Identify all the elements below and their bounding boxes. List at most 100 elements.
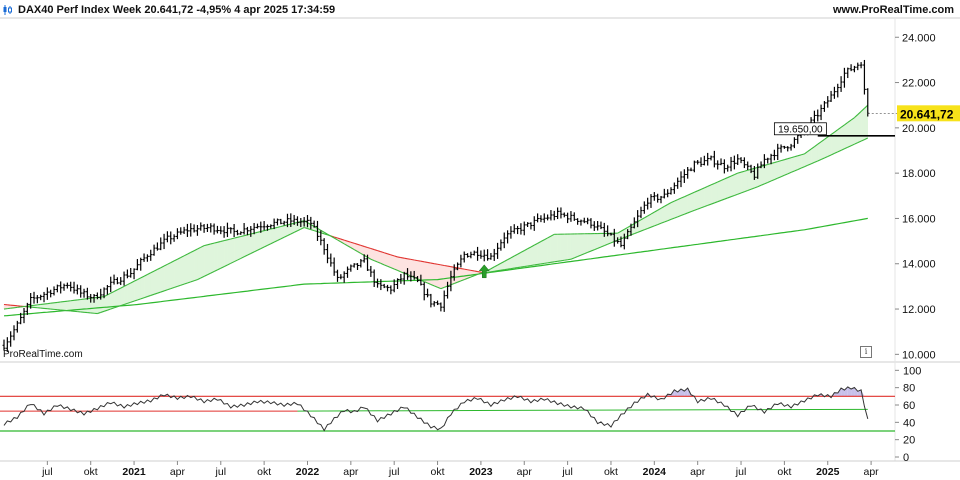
ma-fill-segment bbox=[190, 250, 195, 283]
price-bar bbox=[646, 197, 650, 210]
x-tick-label: 2021 bbox=[122, 466, 146, 478]
ma-long-segment bbox=[103, 309, 108, 312]
ma-long-segment bbox=[797, 167, 802, 171]
ma-long-segment bbox=[357, 243, 362, 246]
price-bar bbox=[65, 282, 69, 289]
ma-short-segment bbox=[814, 143, 819, 148]
x-tick-label: okt bbox=[431, 466, 445, 478]
x-tick-label: 2023 bbox=[469, 466, 493, 478]
ma-fill-segment bbox=[664, 204, 668, 223]
price-bar bbox=[749, 164, 753, 174]
ma-slow-line bbox=[3, 217, 868, 317]
ma-short-segment bbox=[490, 266, 495, 270]
ma-fill-segment bbox=[594, 233, 598, 251]
ma-long-segment bbox=[243, 254, 248, 258]
price-bar bbox=[262, 221, 266, 231]
price-bar bbox=[49, 289, 53, 298]
ma-fill-segment bbox=[117, 287, 121, 308]
price-bar bbox=[552, 210, 556, 221]
price-bar bbox=[776, 143, 780, 161]
ma-long-segment bbox=[524, 265, 528, 268]
ma-long-segment bbox=[260, 246, 265, 250]
ma-long-segment bbox=[374, 249, 378, 252]
ma-fill-segment bbox=[564, 233, 568, 261]
ma-fill-segment bbox=[740, 170, 745, 194]
price-bar bbox=[759, 161, 763, 169]
x-tick-label: jul bbox=[735, 466, 747, 478]
x-tick-label: apr bbox=[343, 466, 359, 478]
ma-short-segment bbox=[777, 160, 782, 163]
ma-long-segment bbox=[434, 263, 438, 265]
ma-fill-segment bbox=[187, 252, 192, 284]
ma-long-segment bbox=[287, 233, 292, 237]
ma-long-segment bbox=[584, 251, 588, 255]
price-bar bbox=[235, 229, 239, 236]
ma-long-segment bbox=[377, 250, 382, 253]
y-tick-label: 14.000 bbox=[902, 259, 936, 271]
ma-long-segment bbox=[437, 263, 441, 266]
price-bar bbox=[12, 325, 16, 341]
ma-fill-segment bbox=[530, 244, 535, 266]
ma-fill-segment bbox=[697, 188, 702, 210]
price-bar bbox=[319, 230, 323, 246]
x-tick-label: okt bbox=[777, 466, 791, 478]
ma-fill-segment bbox=[227, 238, 232, 266]
rsi-y-tick-label: 20 bbox=[903, 435, 915, 447]
ma-fill-segment bbox=[157, 267, 161, 294]
ma-long-segment bbox=[647, 226, 652, 229]
ma-long-segment bbox=[574, 255, 578, 259]
price-bar bbox=[115, 277, 119, 285]
ma-long-segment bbox=[657, 222, 662, 226]
level-marker-label: 19.650,00 bbox=[778, 124, 823, 135]
ma-fill-segment bbox=[277, 226, 282, 241]
ma-long-segment bbox=[117, 305, 121, 308]
ma-fill-segment bbox=[774, 161, 778, 180]
ma-fill-segment bbox=[584, 233, 588, 255]
ma-fill-segment bbox=[717, 180, 722, 203]
info-icon[interactable]: i bbox=[860, 346, 872, 358]
ma-long-segment bbox=[844, 146, 848, 150]
ma-short-segment bbox=[240, 235, 245, 238]
ma-fill-segment bbox=[837, 126, 842, 153]
ma-fill-segment bbox=[790, 156, 795, 173]
ma-long-segment bbox=[200, 275, 205, 279]
site-link[interactable]: www.ProRealTime.com bbox=[832, 4, 954, 16]
ma-long-segment bbox=[414, 259, 418, 262]
ma-fill-segment bbox=[680, 196, 685, 216]
price-bar bbox=[22, 308, 26, 324]
price-bar bbox=[529, 222, 533, 230]
price-bar bbox=[656, 193, 660, 203]
ma-short-segment bbox=[517, 251, 522, 255]
ma-fill-segment bbox=[67, 300, 71, 312]
ma-short-segment bbox=[847, 119, 852, 123]
ma-long-segment bbox=[370, 248, 375, 251]
ma-long-segment bbox=[130, 300, 135, 303]
price-bar bbox=[732, 155, 736, 170]
ma-short-segment bbox=[654, 209, 658, 213]
ma-fill-segment bbox=[654, 209, 658, 227]
ma-short-segment bbox=[493, 264, 498, 268]
ma-short-segment bbox=[740, 170, 745, 173]
ma-short-segment bbox=[503, 259, 508, 262]
ma-long-segment bbox=[550, 261, 555, 263]
price-bar bbox=[272, 218, 276, 230]
price-bar bbox=[729, 156, 733, 172]
x-tick-label: jul bbox=[41, 466, 53, 478]
ma-long-segment bbox=[674, 216, 678, 219]
price-bar bbox=[372, 269, 376, 287]
ma-short-segment bbox=[694, 190, 698, 193]
ma-long-segment bbox=[367, 246, 372, 250]
ma-short-segment bbox=[647, 213, 652, 217]
price-bar bbox=[259, 221, 263, 233]
ma-long-segment bbox=[517, 266, 522, 269]
price-bar bbox=[756, 163, 760, 179]
ma-long-segment bbox=[507, 268, 512, 270]
ma-fill-segment bbox=[554, 233, 558, 263]
ma-long-segment bbox=[804, 164, 808, 168]
price-bar bbox=[155, 242, 159, 251]
ma-long-segment bbox=[864, 137, 868, 141]
price-bar bbox=[792, 137, 796, 149]
ma-short-segment bbox=[660, 205, 665, 209]
ma-fill-segment bbox=[397, 256, 402, 273]
